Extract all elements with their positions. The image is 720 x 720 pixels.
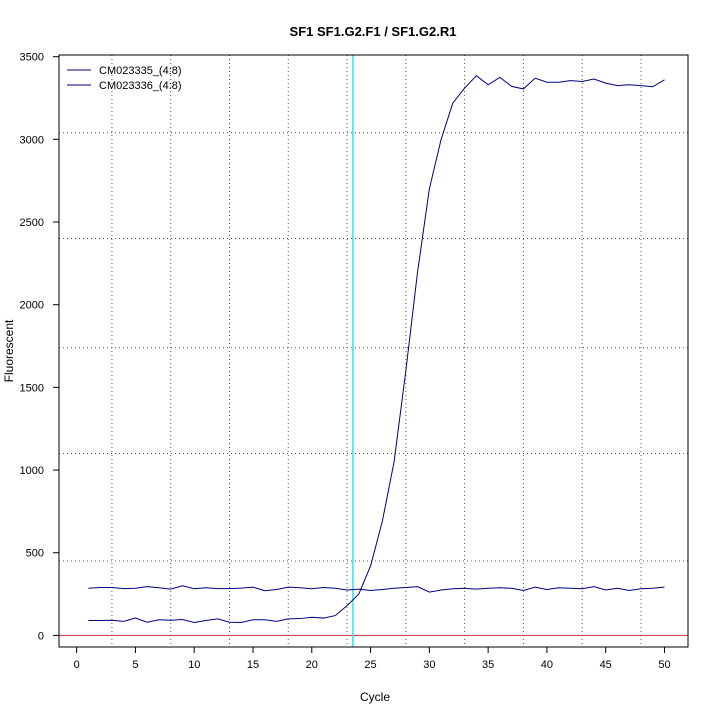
y-tick-label: 3500 — [20, 52, 44, 64]
x-tick-label: 20 — [306, 659, 318, 671]
series-line-1 — [88, 74, 665, 624]
x-axis: 0 5 10 15 20 25 30 35 40 45 50 — [74, 646, 671, 671]
y-axis-label: Fluorescent — [2, 319, 16, 382]
series-lines — [88, 74, 665, 624]
x-tick-label: 10 — [188, 659, 200, 671]
x-tick-label: 0 — [74, 659, 80, 671]
y-axis: 0 500 1000 1500 2000 2500 3000 3500 — [20, 52, 60, 642]
legend-label-1: CM023335_(4:8) — [99, 65, 182, 77]
y-tick-label: 500 — [26, 548, 44, 560]
y-tick-label: 2500 — [20, 217, 44, 229]
y-tick-label: 1500 — [20, 382, 44, 394]
x-tick-label: 35 — [482, 659, 494, 671]
x-tick-label: 25 — [364, 659, 376, 671]
y-tick-label: 2000 — [20, 300, 44, 312]
y-tick-label: 3000 — [20, 134, 44, 146]
series-line-2 — [88, 585, 665, 593]
x-tick-label: 50 — [658, 659, 670, 671]
grid — [59, 55, 688, 647]
x-tick-label: 15 — [247, 659, 259, 671]
legend-label-2: CM023336_(4:8) — [99, 80, 182, 92]
legend: CM023335_(4:8) CM023336_(4:8) — [67, 65, 182, 92]
x-tick-label: 30 — [423, 659, 435, 671]
x-axis-label: Cycle — [360, 690, 390, 704]
x-tick-label: 5 — [132, 659, 138, 671]
y-tick-label: 1000 — [20, 465, 44, 477]
x-tick-label: 40 — [541, 659, 553, 671]
chart-title: SF1 SF1.G2.F1 / SF1.G2.R1 — [290, 24, 457, 39]
x-tick-label: 45 — [600, 659, 612, 671]
y-tick-label: 0 — [38, 630, 44, 642]
plot-frame — [58, 54, 689, 648]
